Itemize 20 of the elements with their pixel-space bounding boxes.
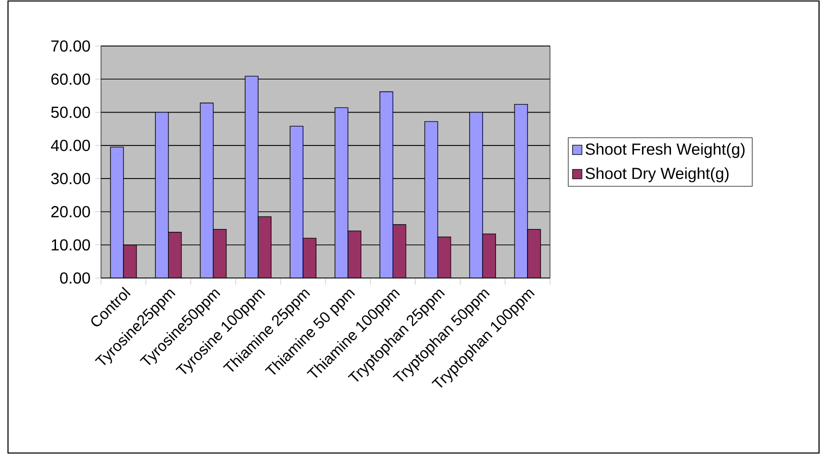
bar bbox=[527, 228, 541, 278]
bar bbox=[437, 236, 452, 278]
legend-label: Shoot Fresh Weight(g) bbox=[586, 143, 745, 158]
y-tick-label: 0.00 bbox=[60, 272, 90, 284]
y-tick-label: 70.00 bbox=[51, 40, 90, 52]
bar bbox=[348, 230, 362, 278]
y-tick-label: 40.00 bbox=[50, 140, 90, 152]
y-tick-label: 60.00 bbox=[51, 73, 90, 85]
bar bbox=[212, 228, 227, 278]
bar bbox=[302, 238, 316, 278]
bar bbox=[123, 244, 137, 278]
y-tick-label: 10.00 bbox=[52, 239, 90, 251]
legend-label: Shoot Dry Weight(g) bbox=[586, 167, 729, 182]
bar bbox=[168, 232, 182, 278]
y-tick-label: 20.00 bbox=[51, 206, 90, 218]
y-tick-label: 30.00 bbox=[51, 172, 90, 184]
bar bbox=[392, 224, 406, 278]
bar bbox=[258, 216, 272, 278]
y-tick-label: 50.00 bbox=[51, 106, 90, 118]
bar bbox=[482, 234, 496, 278]
